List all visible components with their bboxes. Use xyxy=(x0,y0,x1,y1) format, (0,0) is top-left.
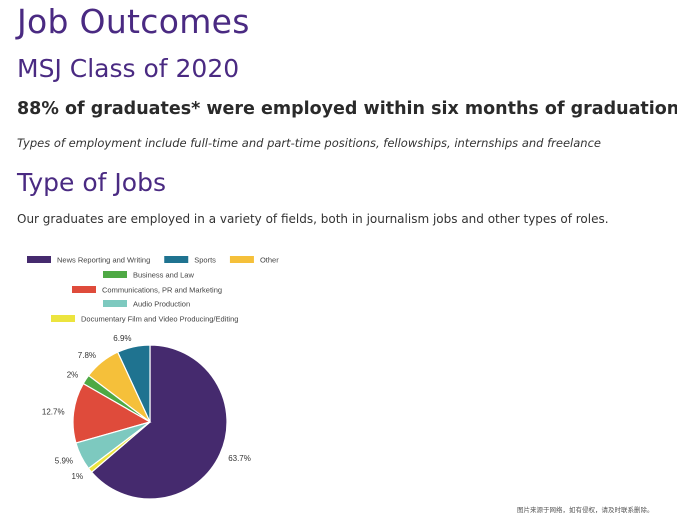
pie-data-label: 2% xyxy=(67,371,79,380)
legend-item: Business and Law xyxy=(103,271,194,280)
legend-item: Audio Production xyxy=(103,300,190,309)
legend-swatch xyxy=(27,256,51,263)
legend-label: Audio Production xyxy=(133,300,190,309)
legend-item: Other xyxy=(229,256,279,265)
legend-item: Documentary Film and Video Producing/Edi… xyxy=(51,315,238,324)
pie-data-label: 63.7% xyxy=(228,454,251,463)
section-intro: Our graduates are employed in a variety … xyxy=(17,212,609,226)
employment-stat: 88% of graduates* were employed within s… xyxy=(17,99,677,119)
pie-slice xyxy=(90,344,228,500)
legend-item: News Reporting and Writing xyxy=(27,256,150,265)
pie-data-label: 6.9% xyxy=(113,334,131,343)
page-title: Job Outcomes xyxy=(17,2,250,41)
class-subtitle: MSJ Class of 2020 xyxy=(17,54,240,83)
section-title: Type of Jobs xyxy=(17,168,166,197)
pie-data-labels: 63.7% 6.9% 7.8% 2% 12.7% 5.9% 1% xyxy=(42,334,251,481)
legend-label: Other xyxy=(260,256,279,265)
legend-swatch xyxy=(164,256,189,263)
legend-label: News Reporting and Writing xyxy=(57,256,150,265)
pie-data-label: 5.9% xyxy=(55,456,73,465)
legend-label: Sports xyxy=(194,256,216,265)
legend-label: Communications, PR and Marketing xyxy=(102,286,222,295)
watermark-text: 图片来源于网络，如有侵权，请及时联系删除。 xyxy=(517,506,654,514)
legend-label: Business and Law xyxy=(133,271,194,280)
pie-slice xyxy=(72,382,152,444)
legend-swatch xyxy=(103,271,127,278)
legend-swatch xyxy=(51,315,75,322)
pie-data-label: 1% xyxy=(72,472,84,481)
legend-swatch xyxy=(72,286,96,293)
legend-swatch xyxy=(229,256,254,263)
pie-slice xyxy=(87,421,151,474)
pie-data-label: 7.8% xyxy=(78,351,96,360)
legend-label: Documentary Film and Video Producing/Edi… xyxy=(81,315,238,324)
legend-item: Sports xyxy=(164,256,216,265)
pie-data-label: 12.7% xyxy=(42,408,65,417)
chart-legend: News Reporting and Writing Sports Other Bus… xyxy=(27,256,279,324)
legend-swatch xyxy=(103,300,127,307)
job-type-pie-chart: News Reporting and Writing Sports Other Bus… xyxy=(27,256,279,500)
legend-item: Communications, PR and Marketing xyxy=(72,286,222,295)
employment-footnote: Types of employment include full-time an… xyxy=(17,136,601,150)
pie-slices xyxy=(72,344,228,500)
